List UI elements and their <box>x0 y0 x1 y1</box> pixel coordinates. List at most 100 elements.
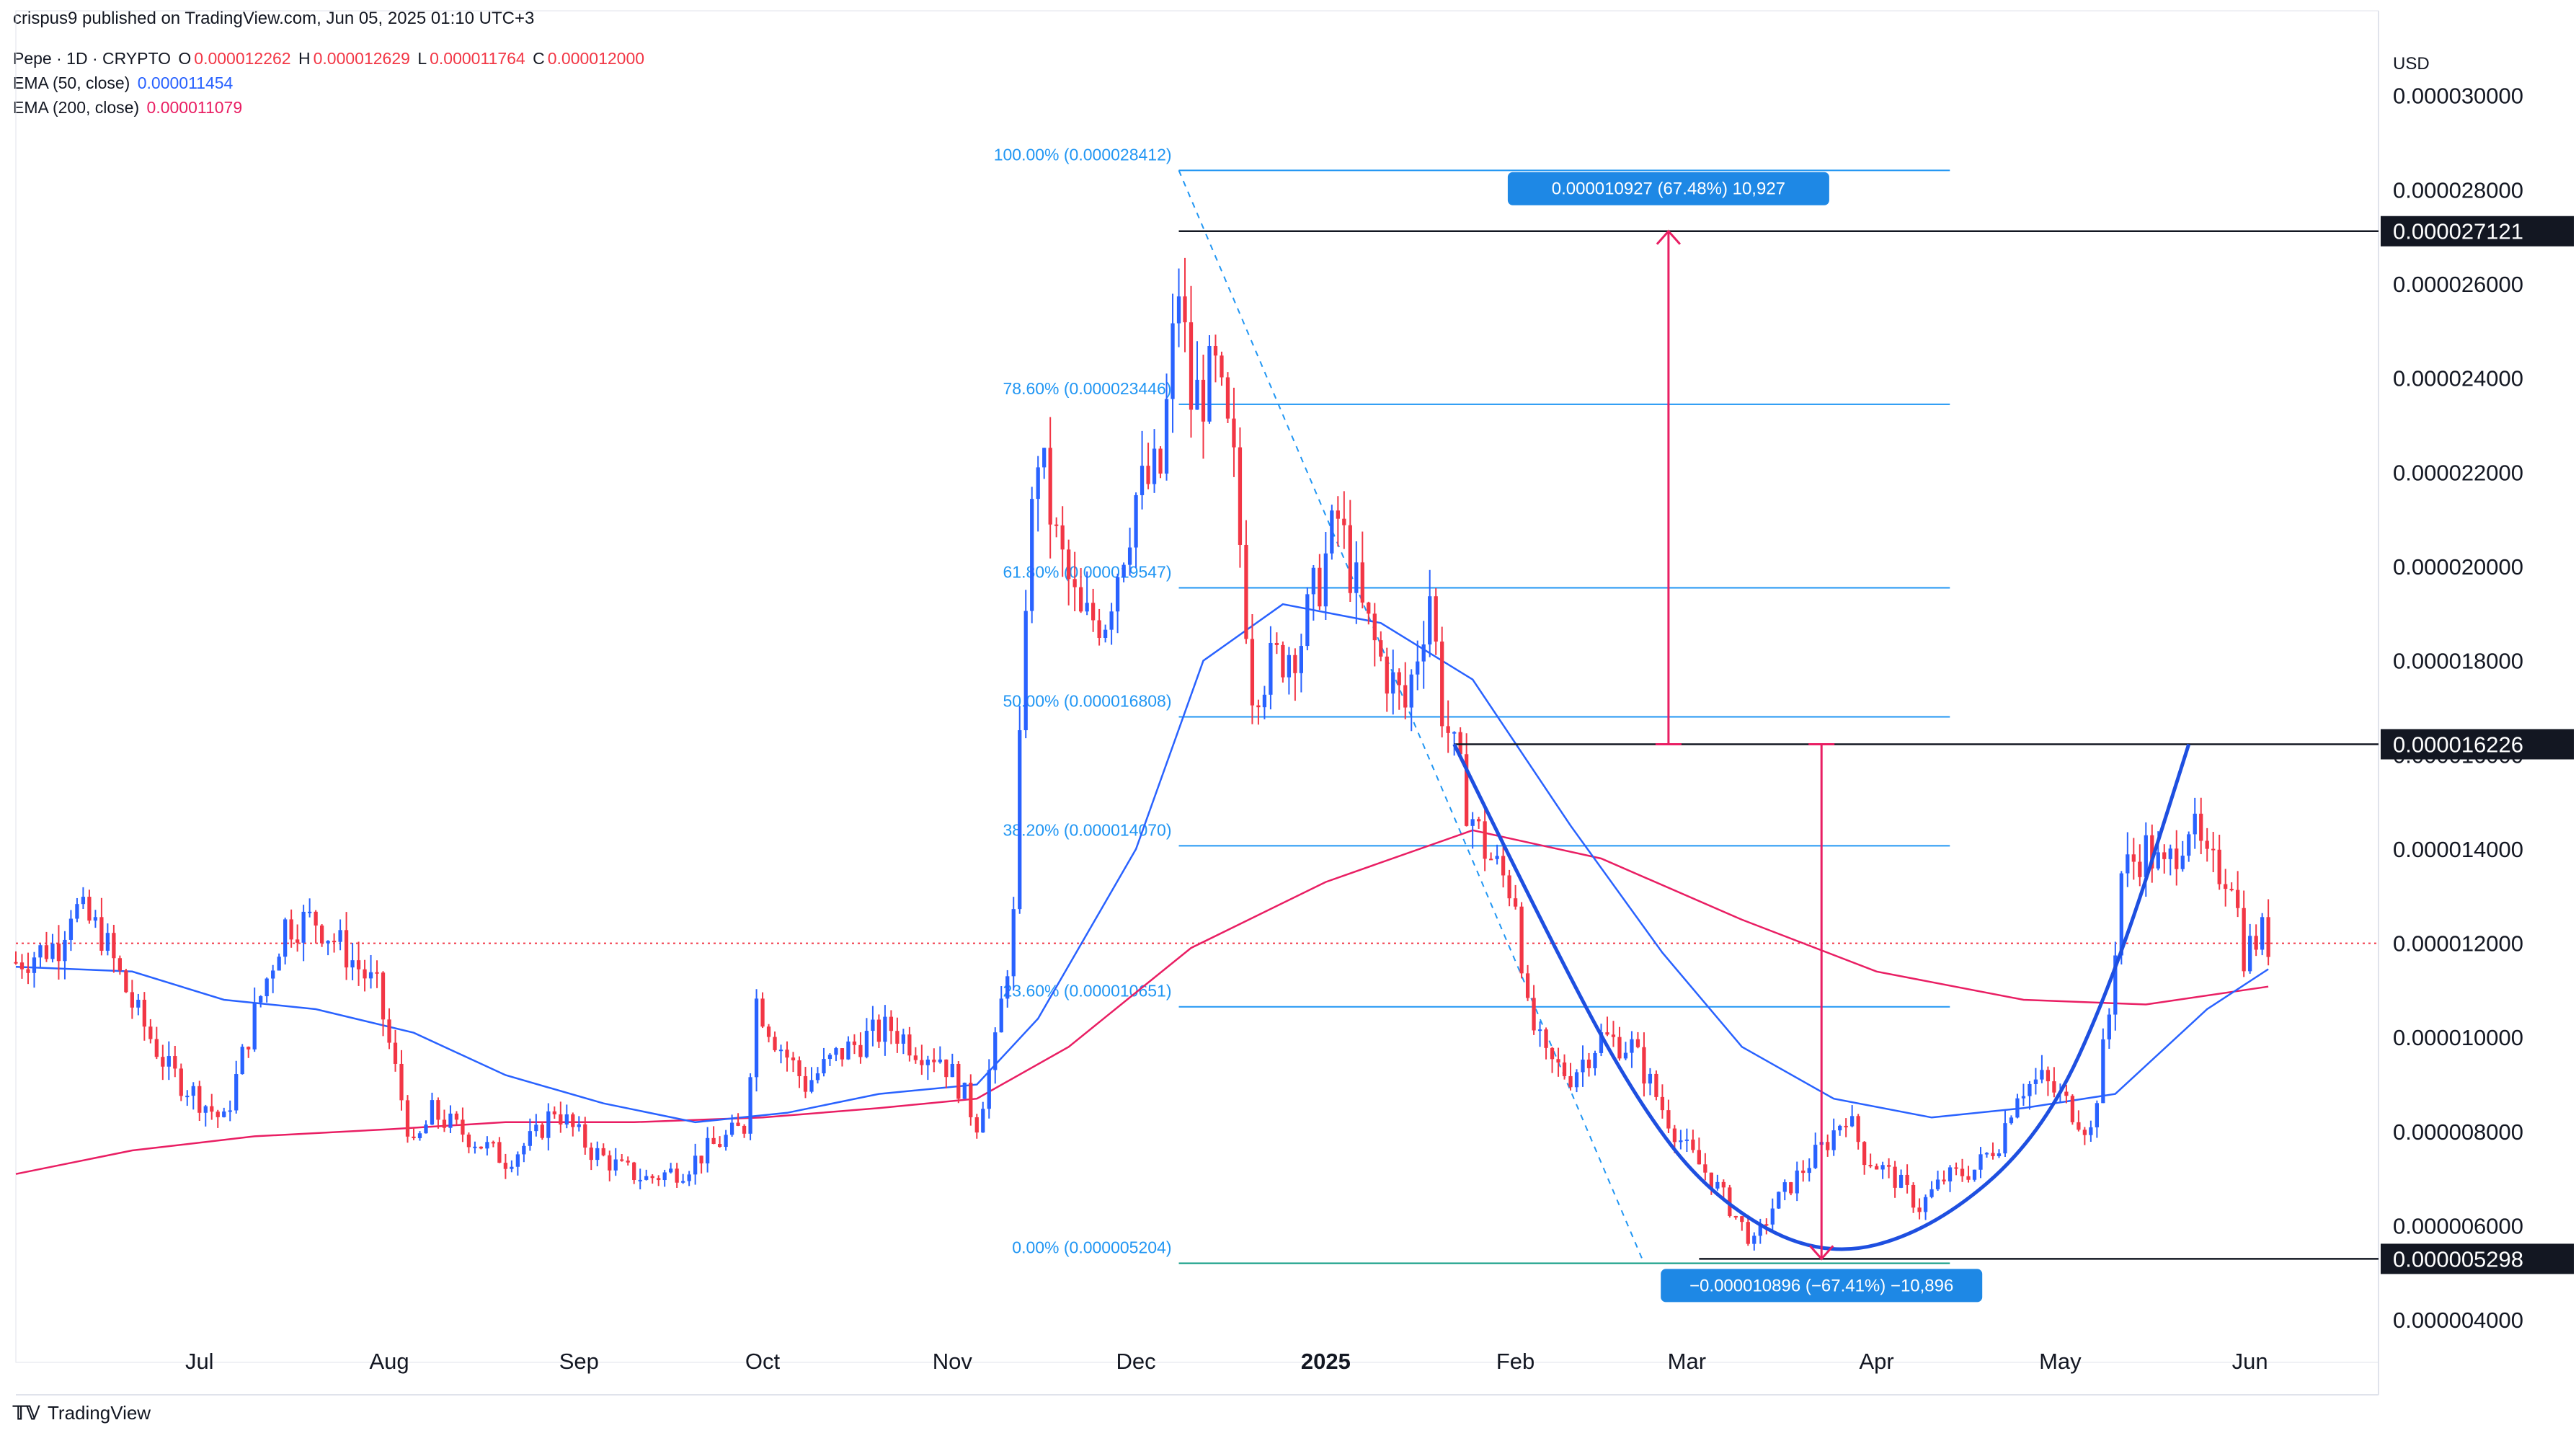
candle-body <box>1446 726 1450 733</box>
candle-body <box>956 1063 961 1099</box>
measure-label-box <box>1507 172 1829 205</box>
candle-body <box>1146 466 1150 484</box>
candle-body <box>1893 1166 1897 1188</box>
candle-body <box>2138 861 2142 877</box>
candle-body <box>1758 1224 1762 1236</box>
x-tick-label: Sep <box>559 1349 599 1374</box>
candle-body <box>2095 1103 2099 1127</box>
candle-body <box>1483 821 1487 859</box>
candle-body <box>154 1039 159 1057</box>
candle-body <box>577 1124 581 1127</box>
candle-body <box>822 1059 826 1074</box>
candle-body <box>356 960 361 970</box>
y-tick-label: 0.000006000 <box>2393 1214 2523 1239</box>
candle-body <box>2211 848 2216 851</box>
fib-level-label: 0.00% (0.000005204) <box>1012 1238 1171 1257</box>
x-tick-label: Aug <box>369 1349 409 1374</box>
ema200-line <box>15 829 2269 1175</box>
ohlc-high-value: 0.000012629 <box>313 49 410 68</box>
candle-body <box>1262 694 1267 708</box>
candle-body <box>417 1133 422 1138</box>
ema50-legend[interactable]: EMA (50, close) 0.000011454 <box>13 74 236 93</box>
candle-body <box>601 1148 605 1155</box>
candle-body <box>1850 1116 1855 1127</box>
candle-body <box>387 1019 391 1043</box>
candle-body <box>2180 856 2185 869</box>
candle-body <box>1978 1154 1983 1170</box>
candle-body <box>1256 705 1261 708</box>
candle-body <box>81 897 86 905</box>
ema50-value: 0.000011454 <box>137 74 234 92</box>
candle-body <box>1770 1208 1775 1225</box>
currency-label: USD <box>2393 54 2430 74</box>
candle-body <box>729 1122 734 1135</box>
candle-body <box>827 1055 832 1060</box>
candle-body <box>1348 525 1352 593</box>
candle-body <box>1966 1176 1971 1180</box>
candle-body <box>2205 840 2209 849</box>
candle-body <box>1054 524 1059 526</box>
candle-body <box>1868 1165 1873 1167</box>
candle-body <box>515 1154 520 1167</box>
candle-body <box>2248 936 2252 972</box>
candle-body <box>1856 1116 1860 1143</box>
candle-body <box>2009 1117 2014 1124</box>
candle-body <box>2126 854 2130 874</box>
candle-body <box>2033 1079 2038 1084</box>
candle-body <box>99 917 104 951</box>
candle-body <box>1672 1128 1677 1143</box>
candle-body <box>130 992 134 1008</box>
candle-body <box>1611 1034 1616 1037</box>
candle-body <box>1428 596 1432 645</box>
candle-body <box>173 1056 177 1069</box>
candle-body <box>1391 672 1395 694</box>
candle-body <box>1023 611 1028 731</box>
candle-body <box>1923 1197 1928 1212</box>
candle-body <box>1715 1181 1720 1189</box>
candle-body <box>650 1176 654 1179</box>
candle-body <box>540 1124 544 1138</box>
candle-body <box>969 1083 973 1117</box>
candle-body <box>1072 579 1077 587</box>
candle-body <box>724 1135 728 1148</box>
candle-body <box>1997 1153 2002 1156</box>
candle-body <box>405 1100 410 1137</box>
candle-body <box>75 904 79 919</box>
measure-arrowhead <box>1656 229 1682 245</box>
candle-body <box>1532 998 1536 1031</box>
candle-body <box>608 1155 612 1171</box>
y-tick-label: 0.000020000 <box>2393 554 2523 580</box>
x-tick-label: Jun <box>2232 1349 2268 1374</box>
candle-body <box>895 1031 900 1044</box>
candle-body <box>1513 898 1518 907</box>
candle-body <box>571 1114 575 1127</box>
candle-body <box>1416 661 1420 675</box>
candle-body <box>1336 510 1340 519</box>
candle-body <box>1960 1168 1965 1176</box>
candle-body <box>1067 549 1071 580</box>
candle-body <box>1048 448 1052 525</box>
fib-level-label: 50.00% (0.000016808) <box>1003 691 1171 710</box>
candle-body <box>681 1181 685 1183</box>
y-tick-label: 0.000004000 <box>2393 1308 2523 1333</box>
candle-body <box>1911 1184 1916 1208</box>
ema200-legend[interactable]: EMA (200, close) 0.000011079 <box>13 98 245 117</box>
candle-body <box>595 1148 600 1161</box>
ohlc-close-key: C <box>533 49 545 68</box>
candle-body <box>2107 1014 2111 1039</box>
candle-body <box>1875 1166 1879 1170</box>
candle-body <box>1764 1224 1769 1226</box>
y-tick-label: 0.000028000 <box>2393 177 2523 203</box>
ema50-label: EMA (50, close) <box>13 74 130 92</box>
measure-label-text: 0.000010927 (67.48%) 10,927 <box>1552 179 1785 199</box>
candle-body <box>289 919 293 940</box>
x-tick-label: 2025 <box>1301 1349 1351 1374</box>
candle-body <box>56 944 61 962</box>
candle-body <box>1519 906 1524 974</box>
candle-body <box>473 1146 477 1148</box>
candle-body <box>974 1117 979 1133</box>
candle-body <box>117 958 123 971</box>
candle-body <box>1330 510 1334 554</box>
candle-body <box>1630 1039 1634 1053</box>
